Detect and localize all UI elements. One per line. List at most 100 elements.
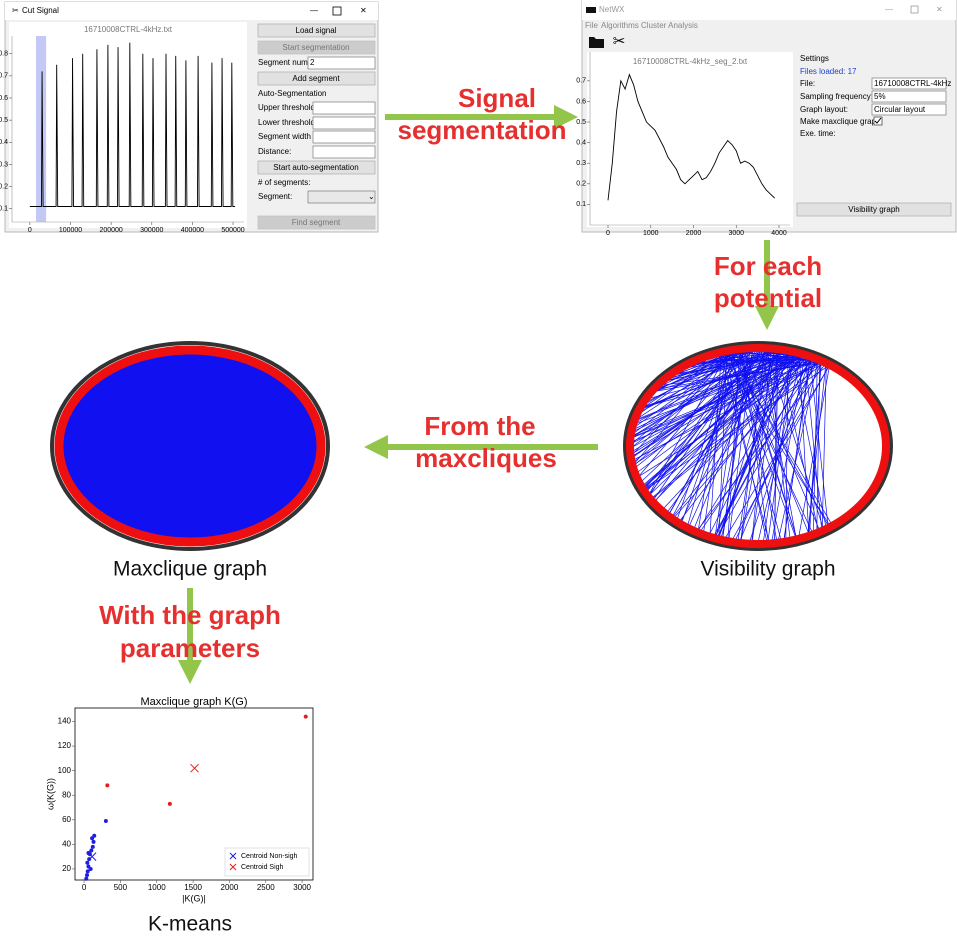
minimize-button[interactable]: — xyxy=(310,6,318,15)
point xyxy=(90,844,95,849)
node-labels-ring xyxy=(50,341,330,551)
graph-edge xyxy=(630,358,818,437)
graph-edge xyxy=(630,353,803,458)
arrow-label: With the graph xyxy=(99,600,281,630)
menu-item[interactable]: File xyxy=(585,21,598,30)
point xyxy=(89,848,94,853)
y-tick-label: 80 xyxy=(62,790,71,799)
dropdown-value: 16710008CTRL-4kHz xyxy=(874,79,951,88)
graph-edge xyxy=(751,349,780,544)
x-tick-label: 1500 xyxy=(184,883,202,892)
field-label: Exe. time: xyxy=(800,129,836,138)
graph-edge xyxy=(720,348,776,540)
graph-edge xyxy=(715,359,819,539)
visibility-graph xyxy=(623,341,893,551)
point xyxy=(303,714,308,719)
graph-edge xyxy=(733,349,810,536)
arrow-label: parameters xyxy=(120,633,260,663)
button[interactable] xyxy=(257,215,376,230)
menu-item[interactable]: Cluster Analysis xyxy=(641,21,698,30)
graph-edge xyxy=(696,362,827,533)
dropdown[interactable] xyxy=(871,77,947,90)
arrow-label: Signal xyxy=(458,83,536,113)
close-button[interactable]: ✕ xyxy=(360,6,367,15)
y-tick-label: 40 xyxy=(62,839,71,848)
graph-edge xyxy=(638,349,731,411)
x-tick-label: 500 xyxy=(114,883,128,892)
graph-edge xyxy=(632,356,812,426)
button[interactable] xyxy=(257,160,376,175)
field-label: Graph layout: xyxy=(800,105,848,114)
minimize-button[interactable]: — xyxy=(885,5,893,14)
x-tick-label: 200000 xyxy=(99,227,122,234)
signal-line xyxy=(607,73,776,201)
x-tick-label: 2000 xyxy=(221,883,239,892)
y-tick-label: 0.3 xyxy=(0,161,8,168)
window-title: Cut Signal xyxy=(22,6,59,15)
scissors-icon[interactable]: ✂ xyxy=(613,33,626,50)
input[interactable] xyxy=(312,145,376,159)
menu-item[interactable]: Algorithms xyxy=(601,21,639,30)
button[interactable] xyxy=(257,23,376,38)
maximize-button[interactable] xyxy=(910,5,919,14)
button[interactable] xyxy=(796,202,952,217)
input[interactable] xyxy=(312,101,376,115)
graph-edge xyxy=(739,348,778,543)
signal-line xyxy=(29,42,236,207)
graph-edge xyxy=(714,348,744,539)
graph-edge xyxy=(668,353,800,377)
y-tick-label: 0.6 xyxy=(0,95,8,102)
x-tick-label: 400000 xyxy=(181,227,204,234)
maximize-button[interactable] xyxy=(332,6,342,16)
y-tick-label: 0.7 xyxy=(0,73,8,80)
y-tick-label: 20 xyxy=(62,864,71,873)
input[interactable] xyxy=(312,130,376,144)
button[interactable] xyxy=(257,71,376,86)
point xyxy=(103,819,108,824)
y-tick-label: 0.4 xyxy=(0,139,8,146)
graph-edge xyxy=(702,350,730,535)
y-tick-label: 0.2 xyxy=(576,181,586,188)
button[interactable] xyxy=(257,40,376,55)
y-tick-label: 0.1 xyxy=(0,206,8,213)
graph-edge xyxy=(730,364,830,542)
legend-label: Centroid Sigh xyxy=(241,864,284,871)
point xyxy=(88,866,93,871)
graph-edge xyxy=(643,357,813,491)
arrow-label: maxcliques xyxy=(415,443,557,473)
graph-edge xyxy=(777,359,819,543)
graph-edge xyxy=(634,353,801,421)
settings-heading: Settings xyxy=(800,54,829,63)
caption: Visibility graph xyxy=(700,558,835,581)
input[interactable] xyxy=(312,116,376,130)
node-labels-ring xyxy=(623,341,893,551)
caption: Maxclique graph xyxy=(113,558,267,581)
close-button[interactable]: ✕ xyxy=(936,5,943,14)
title-bar xyxy=(5,2,378,20)
graph-edge xyxy=(751,348,772,544)
graph-edge xyxy=(748,356,811,544)
y-tick-label: 0.7 xyxy=(576,78,586,85)
graph-edge xyxy=(653,353,800,503)
button-label: Add segment xyxy=(292,74,340,83)
field-label: Segment num: xyxy=(258,58,310,67)
graph-edge xyxy=(804,354,823,531)
input[interactable] xyxy=(307,56,376,70)
title-bar xyxy=(582,0,956,20)
graph-edge xyxy=(785,350,789,542)
scissors-icon: ✂ xyxy=(12,6,19,15)
graph-edge xyxy=(643,364,830,491)
graph-edge xyxy=(791,351,827,529)
checkmark xyxy=(874,117,882,124)
x-tick-label: 500000 xyxy=(221,227,244,234)
point xyxy=(84,873,89,878)
dropdown[interactable] xyxy=(307,190,376,204)
dropdown[interactable] xyxy=(871,103,947,116)
graph-edge xyxy=(631,351,796,433)
dropdown[interactable] xyxy=(871,90,947,103)
maxclique-graph xyxy=(50,341,330,551)
graph-edge xyxy=(738,358,817,544)
arrow-label: For each xyxy=(714,251,822,281)
open-icon[interactable] xyxy=(589,37,604,48)
y-tick-label: 0.4 xyxy=(576,139,586,146)
